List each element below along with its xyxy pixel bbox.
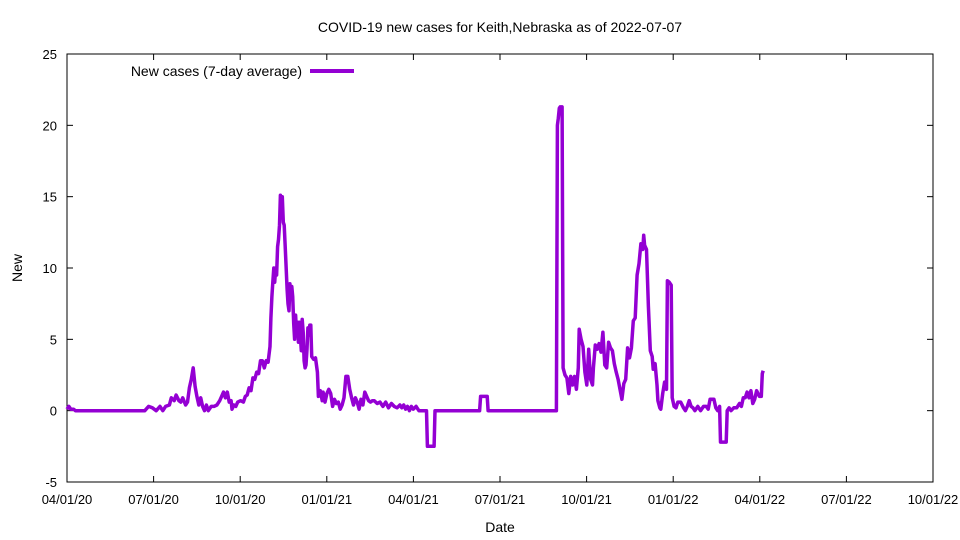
y-tick-label: 15 <box>43 190 57 205</box>
x-tick-label: 01/01/21 <box>301 492 352 507</box>
plot-frame <box>66 53 934 483</box>
x-tick-label: 10/01/20 <box>215 492 266 507</box>
y-tick-label: 20 <box>43 118 57 133</box>
x-tick-label: 04/01/20 <box>42 492 93 507</box>
x-tick-label: 07/01/22 <box>821 492 872 507</box>
chart-title: COVID-19 new cases for Keith,Nebraska as… <box>318 19 682 35</box>
x-tick-label: 07/01/20 <box>128 492 179 507</box>
x-tick-label: 04/01/22 <box>734 492 785 507</box>
series-layer <box>65 105 765 449</box>
y-tick-label: 5 <box>50 332 57 347</box>
x-tick-label: 01/01/22 <box>648 492 699 507</box>
legend-label: New cases (7-day average) <box>131 63 302 79</box>
series-line <box>65 105 765 449</box>
y-axis-title: New <box>9 253 25 282</box>
y-tick-label: 10 <box>43 261 57 276</box>
y-tick-label: -5 <box>45 475 57 490</box>
x-tick-label: 10/01/21 <box>561 492 612 507</box>
legend: New cases (7-day average) <box>131 63 354 79</box>
x-axis-title: Date <box>485 519 515 535</box>
x-tick-label: 04/01/21 <box>388 492 439 507</box>
axes: -5 0 5 10 15 20 25 04/01/20 07/01/20 10/01/20 01/0… <box>42 47 959 507</box>
x-tick-label: 07/01/21 <box>475 492 526 507</box>
y-tick-label: 0 <box>50 404 57 419</box>
y-tick-label: 25 <box>43 47 57 62</box>
x-tick-label: 10/01/22 <box>908 492 959 507</box>
